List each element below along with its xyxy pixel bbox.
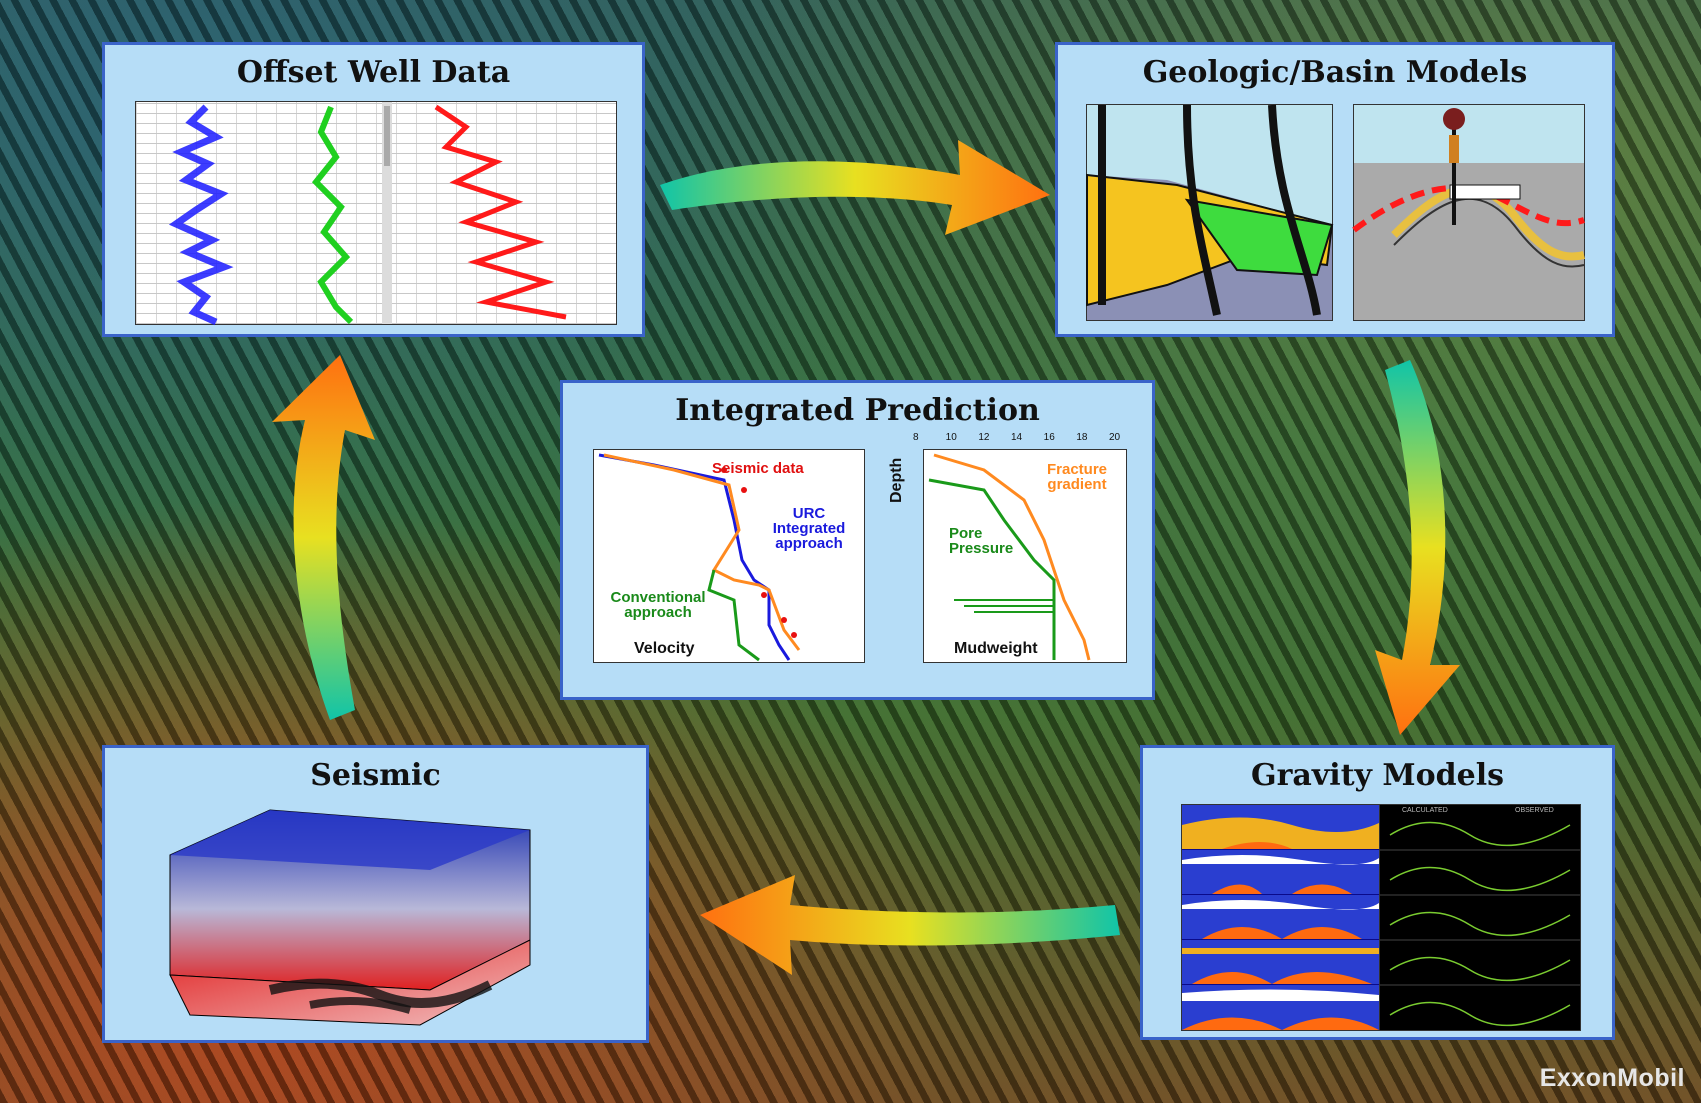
seismic-cube-plot bbox=[130, 800, 625, 1035]
geologic-panel: Geologic/Basin Models bbox=[1055, 42, 1615, 337]
calculated-label: CALCULATED bbox=[1402, 807, 1448, 814]
depth-axis-label: Depth bbox=[888, 457, 905, 503]
velocity-plot: Seismic data URC Integrated approach Con… bbox=[593, 449, 865, 663]
mudweight-tick-label: 16 bbox=[1043, 432, 1055, 443]
well-log-curves bbox=[168, 102, 567, 326]
observed-label: OBSERVED bbox=[1515, 807, 1554, 814]
gravity-model-sections bbox=[1181, 804, 1380, 1031]
gravity-model-drawing bbox=[1182, 805, 1379, 1030]
mudweight-tick-label: 14 bbox=[1011, 432, 1023, 443]
arrow-bottom bbox=[700, 875, 1120, 975]
integrated-title: Integrated Prediction bbox=[675, 393, 1040, 428]
seismic-cube bbox=[169, 809, 531, 1026]
arrow-top bbox=[660, 140, 1050, 235]
gravity-panel: Gravity Models CALCULATED OBSERVED bbox=[1140, 745, 1615, 1040]
mudweight-tick-label: 10 bbox=[945, 432, 957, 443]
geologic-title: Geologic/Basin Models bbox=[1142, 55, 1528, 90]
mudweight-tick-label: 12 bbox=[978, 432, 990, 443]
gravity-response-plots: CALCULATED OBSERVED bbox=[1379, 804, 1581, 1031]
mudweight-tick-label: 18 bbox=[1076, 432, 1088, 443]
seismic-data-label: Seismic data bbox=[712, 460, 804, 477]
drilling-cross-section bbox=[1352, 104, 1585, 321]
gravity-title: Gravity Models bbox=[1251, 758, 1504, 793]
conventional-label: Conventional approach bbox=[610, 589, 706, 621]
drilling-drawing bbox=[1352, 108, 1585, 320]
arrow-left bbox=[272, 355, 375, 720]
urc-integrated-label: URC Integrated approach bbox=[772, 505, 846, 552]
seismic-title: Seismic bbox=[310, 758, 441, 793]
mudweight-plot: Fracture gradient Pore Pressure Mudweigh… bbox=[923, 449, 1127, 663]
basin-drawing bbox=[1086, 104, 1334, 320]
gravity-response-drawing bbox=[1380, 821, 1580, 1027]
offset-well-title: Offset Well Data bbox=[236, 55, 511, 90]
mudweight-tick-label: 20 bbox=[1109, 432, 1121, 443]
velocity-curves bbox=[598, 453, 801, 662]
mudweight-ticks: 8 10 12 14 16 18 20 bbox=[913, 432, 1123, 446]
well-log-plot bbox=[135, 101, 617, 326]
arrow-right bbox=[1375, 360, 1460, 735]
velocity-axis-label: Velocity bbox=[634, 640, 695, 657]
pore-pressure-label: Pore Pressure bbox=[949, 525, 1014, 557]
mudweight-curves bbox=[928, 453, 1091, 661]
integrated-prediction-panel: Integrated Prediction Seismic data URC I… bbox=[560, 380, 1155, 700]
basin-cross-section bbox=[1086, 104, 1334, 321]
fracture-gradient-label: Fracture gradient bbox=[1046, 461, 1108, 493]
exxonmobil-logo: ExxonMobil bbox=[1539, 1064, 1685, 1092]
mudweight-axis-label: Mudweight bbox=[954, 640, 1038, 657]
seismic-panel: Seismic bbox=[102, 745, 649, 1043]
mudweight-tick-label: 8 bbox=[913, 432, 919, 443]
offset-well-panel: Offset Well Data bbox=[102, 42, 645, 337]
